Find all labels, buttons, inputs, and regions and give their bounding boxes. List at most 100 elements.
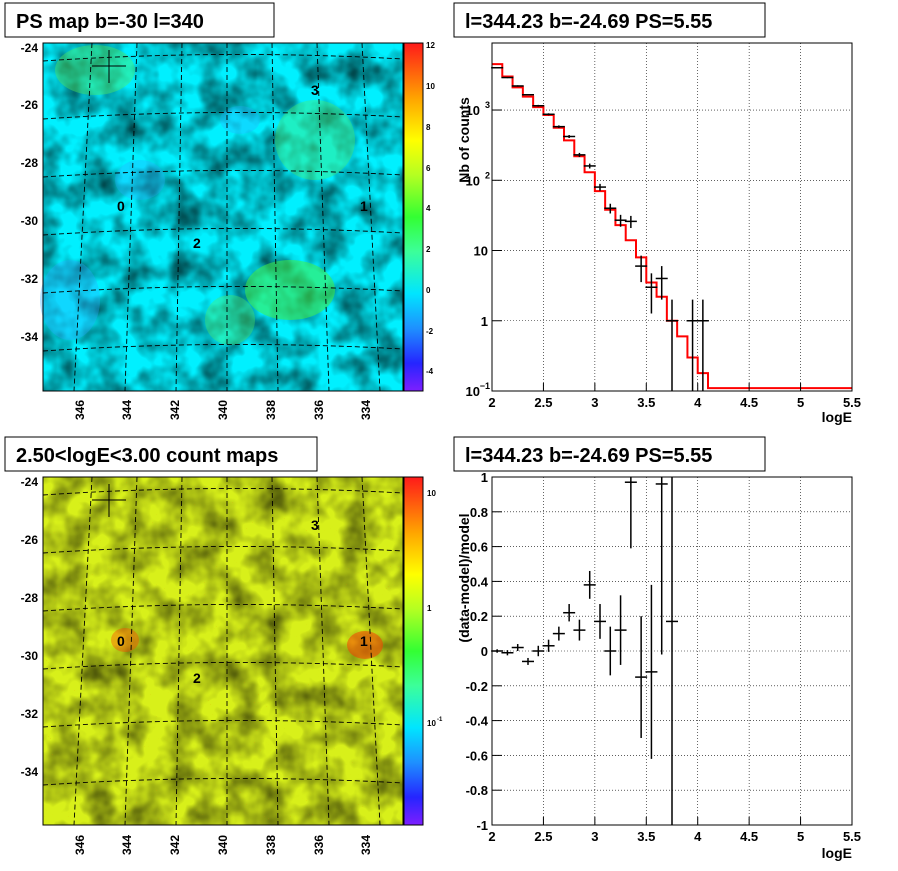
count-map-panel: 2.50<logE<3.00 count maps 0 1 2 3 -24 -2…	[4, 436, 443, 855]
count-map-colorbar: 10 1 10 -1	[403, 476, 443, 826]
ps-map-title: PS map b=-30 l=340	[16, 11, 204, 33]
count-map-frame	[42, 476, 404, 826]
ps-map-ytick: -24	[21, 41, 39, 55]
spectrum-data-point	[552, 125, 565, 128]
colorbar-tick: 1	[427, 604, 432, 613]
colorbar-tick: 0	[426, 286, 431, 295]
residual-y-tick-label: -0.2	[466, 679, 488, 694]
latitude-line	[42, 662, 404, 670]
latitude-line	[42, 112, 404, 120]
ps-map-xtick: 336	[312, 400, 326, 420]
residual-data-point	[511, 644, 524, 651]
spectrum-y-tick-exponent: −1	[480, 381, 490, 391]
count-map-y-ticks: -24 -26 -28 -30 -32 -34	[21, 475, 39, 779]
spectrum-y-tick-label: 10	[466, 173, 480, 188]
spectrum-y-tick-exponent: 2	[485, 170, 490, 180]
residual-x-label: logE	[822, 845, 852, 861]
ps-map-title-box	[4, 2, 275, 38]
spectrum-y-tick-label: 1	[481, 314, 488, 329]
residual-y-tick-label: -0.8	[466, 783, 488, 798]
count-map-source-3: 3	[311, 517, 319, 533]
spectrum-data-point	[491, 66, 504, 69]
count-map-crosshair	[92, 484, 126, 517]
spectrum-data-point	[583, 163, 596, 169]
ps-map-x-ticks: 346 344 342 340 338 336 334	[73, 400, 373, 420]
longitude-line	[271, 476, 279, 826]
spectrum-y-tick-label: 10	[474, 244, 488, 259]
spectrum-data-point	[573, 152, 586, 157]
colorbar-tick: 8	[426, 123, 431, 132]
spectrum-y-tick-label: 10	[466, 103, 480, 118]
count-map-xtick: 342	[168, 835, 182, 855]
residual-data-point	[583, 570, 596, 599]
count-map-title: 2.50<logE<3.00 count maps	[16, 445, 278, 467]
ps-map-frame	[42, 42, 404, 392]
residual-y-tick-label: 0.6	[470, 540, 488, 555]
ps-map-source-3: 3	[311, 82, 319, 98]
model-step-path	[492, 63, 852, 390]
spectrum-data-point	[604, 203, 617, 214]
spectrum-data-point	[614, 214, 627, 227]
spectrum-x-tick-label: 4.5	[740, 395, 758, 410]
residual-y-tick-label: -0.4	[466, 714, 489, 729]
spectrum-data-point	[594, 183, 606, 191]
residual-data-point	[645, 584, 658, 759]
ps-map-coordinate-grid	[42, 42, 404, 392]
count-map-coordinate-grid	[42, 476, 404, 826]
spectrum-data-point	[542, 113, 555, 116]
residual-data-point	[522, 657, 534, 665]
spectrum-data-points	[491, 66, 709, 391]
ps-map-ytick: -34	[21, 330, 39, 344]
spectrum-data-point	[501, 76, 514, 79]
latitude-line	[42, 546, 404, 554]
ps-map-xtick: 344	[120, 400, 134, 420]
ps-map-ytick: -26	[21, 98, 39, 112]
residual-title: l=344.23 b=-24.69 PS=5.55	[465, 445, 712, 467]
count-map-xtick: 340	[216, 835, 230, 855]
spectrum-model-line	[492, 63, 852, 390]
latitude-line	[42, 488, 404, 496]
count-map-ytick: -24	[21, 475, 39, 489]
residual-x-tick-label: 4.5	[740, 829, 758, 844]
spectrum-y-tick-exponent: 3	[485, 100, 490, 110]
count-map-ytick: -34	[21, 765, 39, 779]
spectrum-data-point	[645, 273, 658, 314]
residual-x-tick-label: 5.5	[843, 829, 861, 844]
residual-y-tick-label: 0.2	[470, 609, 488, 624]
residual-panel: l=344.23 b=-24.69 PS=5.55 2 2.5 3 3.5 4 4.5 5 5…	[453, 436, 861, 861]
longitude-line	[175, 476, 183, 826]
residual-y-tick-label: 1	[481, 470, 488, 485]
count-map-xtick: 336	[312, 835, 326, 855]
latitude-line	[42, 54, 404, 62]
longitude-line	[271, 42, 279, 392]
spectrum-panel: l=344.23 b=-24.69 PS=5.55 2 2.5 3 3.5 4 4.5 5 5…	[453, 2, 862, 425]
residual-data-point	[604, 626, 617, 676]
spectrum-x-tick-label: 3.5	[637, 395, 655, 410]
latitude-line	[42, 720, 404, 728]
ps-map-xtick: 340	[216, 400, 230, 420]
latitude-line	[42, 344, 404, 352]
ps-map-ytick: -32	[21, 272, 39, 286]
ps-map-xtick: 334	[359, 400, 373, 420]
colorbar-tick: -2	[426, 327, 434, 336]
latitude-line	[42, 228, 404, 236]
count-map-xtick: 338	[264, 835, 278, 855]
latitude-line	[42, 286, 404, 294]
spectrum-y-label: Nb of counts	[456, 97, 472, 183]
count-map-ytick: -26	[21, 533, 39, 547]
residual-y-tick-label: -0.6	[466, 748, 488, 763]
spectrum-data-point	[666, 299, 678, 391]
residual-data-point	[501, 650, 514, 656]
residual-data-point	[635, 616, 648, 738]
ps-map-xtick: 338	[264, 400, 278, 420]
ps-map-crosshair	[92, 50, 126, 83]
residual-data-point	[532, 645, 545, 657]
residual-y-tick-label: 0.8	[470, 505, 488, 520]
longitude-line	[361, 42, 381, 392]
residual-y-label: (data-model)/model	[456, 513, 472, 642]
longitude-line	[316, 476, 330, 826]
longitude-line	[124, 42, 138, 392]
ps-map-heatmap	[40, 43, 403, 391]
